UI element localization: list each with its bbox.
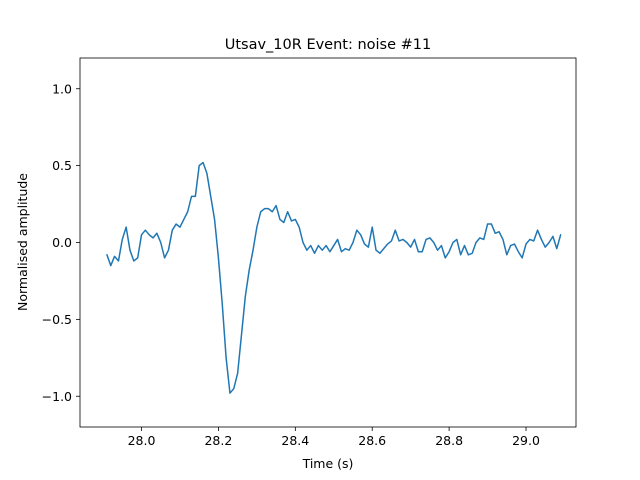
x-tick-label: 28.8 xyxy=(435,433,463,448)
y-axis-label: Normalised amplitude xyxy=(15,173,30,311)
y-axis: −1.0 −0.5 0.0 0.5 1.0 xyxy=(42,81,80,404)
axes-background xyxy=(80,58,576,427)
plot-area xyxy=(79,57,577,428)
x-tick-label: 28.0 xyxy=(128,433,156,448)
series-line xyxy=(106,161,562,394)
y-tick-label: 0.5 xyxy=(52,158,72,173)
x-tick-label: 28.2 xyxy=(204,433,232,448)
x-tick-label: 28.6 xyxy=(358,433,386,448)
x-axis: 28.0 28.2 28.4 28.6 28.8 29.0 xyxy=(128,427,540,448)
y-tick-label: −0.5 xyxy=(42,312,72,327)
y-tick-label: −1.0 xyxy=(42,389,72,404)
x-axis-label: Time (s) xyxy=(302,456,354,471)
x-tick-label: 29.0 xyxy=(512,433,540,448)
x-tick-label: 28.4 xyxy=(281,433,309,448)
y-tick-label: 0.0 xyxy=(52,235,72,250)
chart-title: Utsav_10R Event: noise #11 xyxy=(225,37,432,53)
y-tick-label: 1.0 xyxy=(52,81,72,96)
